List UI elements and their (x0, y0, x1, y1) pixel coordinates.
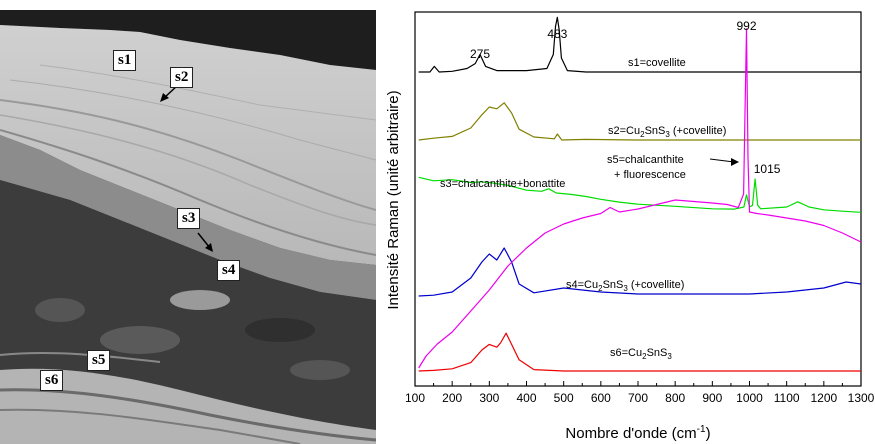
x-tick-label: 700 (628, 391, 648, 405)
micrograph-image (0, 10, 376, 444)
label-s3: s3 (177, 208, 201, 229)
label-s2: s2 (170, 67, 194, 88)
annotation-s5-arrow (709, 158, 735, 163)
x-axis-title: Nombre d'onde (cm-1) (565, 424, 710, 442)
annotation-s3: s3=chalcanthite+bonattite (440, 178, 565, 190)
x-tick-label: 600 (591, 391, 611, 405)
annotation-s5-line2: + fluorescence (614, 169, 686, 181)
series-line-s5 (418, 28, 862, 369)
annotation-s1: s1=covellite (628, 57, 686, 69)
x-tick-label: 900 (702, 391, 722, 405)
x-tick-label: 1300 (848, 391, 875, 405)
peak-label-1015: 1015 (754, 162, 781, 176)
peak-label-992: 992 (737, 19, 757, 33)
series-line-s3 (418, 176, 862, 213)
x-tick-label: 200 (442, 391, 462, 405)
series-line-s4 (418, 247, 862, 297)
raman-chart-svg: 100 200 300 400 500 600 700 800 900 1000 1100 1200 1… (385, 11, 875, 442)
label-s5: s5 (87, 350, 111, 371)
raman-chart: 100 200 300 400 500 600 700 800 900 1000 1100 1200 1… (376, 0, 875, 444)
series-line-s1 (418, 16, 861, 73)
x-tick-label: 500 (554, 391, 574, 405)
annotation-s5-line1: s5=chalcanthite (607, 154, 684, 166)
x-tick-label: 400 (516, 391, 536, 405)
x-tick-label: 1000 (736, 391, 763, 405)
series-line-s6 (418, 332, 861, 372)
annotation-s5-arrowhead (731, 158, 739, 166)
x-tick-label: 100 (405, 391, 425, 405)
y-axis-title: Intensité Raman (unité arbitraire) (385, 90, 402, 309)
label-s4: s4 (217, 260, 241, 281)
label-s6: s6 (40, 370, 64, 391)
annotation-s6: s6=Cu2SnS3 (610, 347, 672, 361)
annotation-s4: s4=Cu2SnS3 (+covellite) (566, 279, 684, 293)
x-tick-label: 1100 (774, 391, 800, 405)
annotation-s2: s2=Cu2SnS3 (+covellite) (608, 125, 726, 139)
x-tick-label: 1200 (810, 391, 837, 405)
peak-label-275: 275 (470, 47, 490, 61)
label-s1: s1 (113, 50, 137, 71)
x-tick-label: 800 (665, 391, 685, 405)
peak-label-483: 483 (547, 27, 567, 41)
x-tick-label: 300 (479, 391, 499, 405)
sem-micrograph: s1 s2 s3 s4 s5 s6 (0, 10, 376, 444)
series-line-s2 (418, 102, 861, 141)
